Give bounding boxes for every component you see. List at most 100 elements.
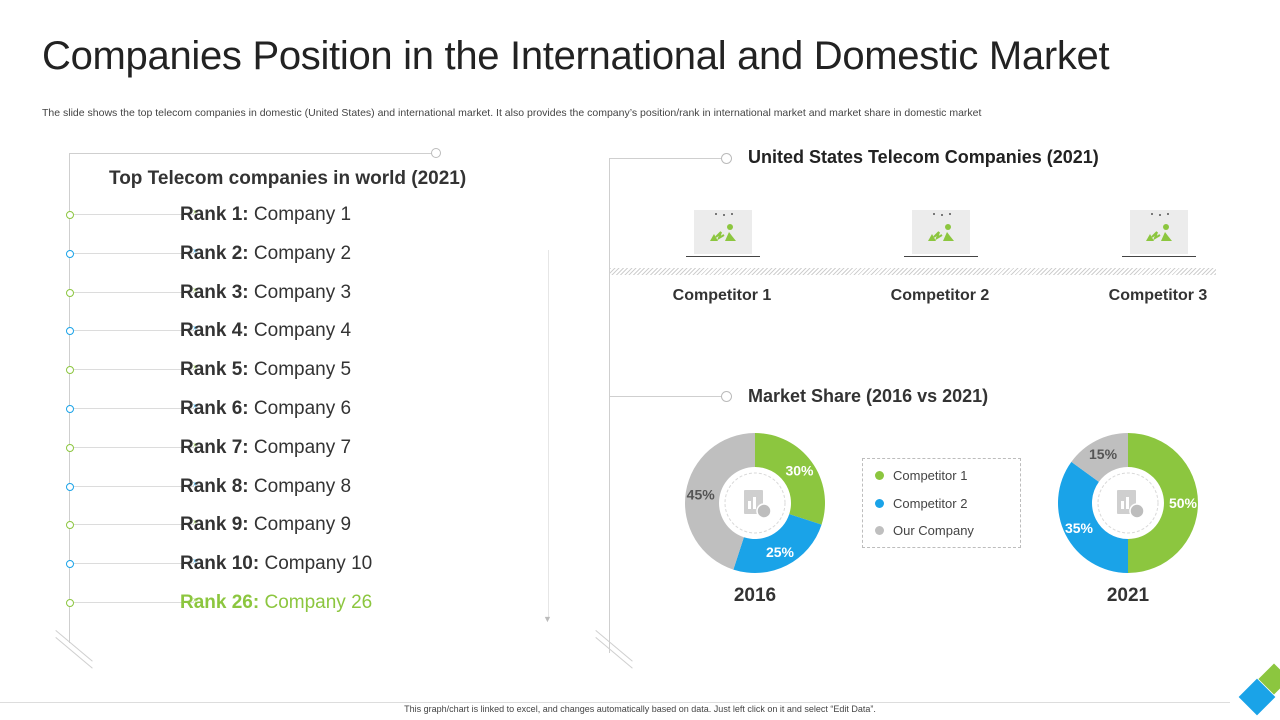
legend-label: Competitor 1 [893,468,968,483]
logo-placeholder-icon [710,213,736,241]
bullet-dot-icon [66,405,74,413]
chevron-right-icon: » [193,595,198,604]
rank-text: Rank 3: Company 3 [180,282,351,304]
connector-line [74,446,194,448]
donut-data-label: 30% [785,463,814,479]
chevron-right-icon: » [193,207,198,216]
legend-item-competitor-1: Competitor 1 [875,468,967,483]
company-name: Company 5 [253,359,352,381]
left-panel-node-icon [431,148,441,158]
donut-chart-2016: 30% 25% 45% [684,433,825,573]
competitor-logo-placeholder [1130,210,1188,254]
left-panel-right-line [548,250,549,618]
us-section-node-icon [721,153,732,164]
donut-chart-2021: 50% 35% 15% [1058,433,1198,573]
rank-text: Rank 26: Company 26 [180,592,372,614]
donut-center-ring [1097,472,1159,534]
world-ranking-heading: Top Telecom companies in world (2021) [109,168,467,189]
rank-label: Rank 10: [180,553,260,575]
bullet-dot-icon [66,599,74,607]
legend-item-our-company: Our Company [875,523,974,538]
connector-line [74,524,194,526]
rank-text: Rank 2: Company 2 [180,243,351,265]
rank-label: Rank 5: [180,359,249,381]
market-share-line [609,396,722,397]
left-panel-vertical-line [69,153,70,643]
rank-row: » Rank 2: Company 2 [66,243,486,265]
company-name: Company 6 [253,398,352,419]
donut-slice [755,433,825,525]
legend-item-competitor-2: Competitor 2 [875,496,967,511]
bullet-dot-icon [66,211,74,219]
bullet-dot-icon [66,288,74,297]
legend-swatch [875,526,884,536]
donut-year-label: 2021 [1106,585,1150,606]
chevron-right-icon: » [193,362,198,372]
donut-center-ring [724,472,786,534]
rank-label: Rank 3: [180,281,249,303]
chevron-right-icon: » [193,245,198,255]
company-name: Company 10 [264,553,373,575]
legend-swatch [875,499,884,509]
bullet-dot-icon [66,366,74,375]
rank-label: Rank 6: [180,398,249,419]
logo-baseline [686,256,760,257]
connector-line [74,252,194,254]
donut-data-label: 15% [1089,446,1118,462]
corner-divider [595,637,633,669]
report-icon [744,490,772,519]
donut-slice [733,514,822,573]
bullet-dot-icon [66,482,74,491]
donut-data-label: 25% [766,544,795,560]
rank-row: » Rank 7: Company 7 [66,437,486,459]
rank-row: » Rank 6: Company 6 [66,398,486,420]
right-panel-vertical-line [609,158,610,653]
chart-legend: Competitor 1 Competitor 2 Our Company [862,458,1021,548]
rank-row: » Rank 1: Company 1 [66,204,486,226]
rank-row: » Rank 8: Company 8 [66,476,486,498]
connector-line [74,602,194,603]
donut-slice [1071,433,1128,482]
bullet-dot-icon [66,560,74,569]
hatched-divider [610,268,1216,275]
chevron-right-icon: » [193,556,198,566]
competitor-label: Competitor 3 [1108,287,1208,304]
donut-slice [1128,433,1198,573]
company-name: Company 26 [264,592,373,613]
rank-text: Rank 4: Company 4 [180,320,351,342]
chevron-right-icon: » [193,284,198,294]
rank-label: Rank 4: [180,320,249,342]
competitor-label: Competitor 1 [672,287,772,304]
company-name: Company 2 [253,242,352,264]
legend-label: Our Company [893,523,974,538]
bullet-dot-icon [66,327,74,336]
donut-data-label: 45% [687,486,716,502]
left-panel-top-line [69,153,434,154]
chevron-right-icon: » [193,401,198,410]
bullet-dot-icon [66,443,74,452]
rank-label: Rank 1: [180,204,249,225]
connector-line [74,291,194,293]
market-share-heading: Market Share (2016 vs 2021) [748,386,989,406]
logo-baseline [904,256,978,257]
company-name: Company 4 [253,320,352,342]
company-name: Company 1 [253,204,352,225]
connector-line [74,369,194,371]
competitor-label: Competitor 2 [890,287,990,304]
us-section-line [609,158,722,159]
rank-row: » Rank 10: Company 10 [66,553,486,575]
logo-baseline [1122,256,1196,257]
rank-text: Rank 10: Company 10 [180,553,372,575]
rank-row: » Rank 3: Company 3 [66,282,486,304]
corner-divider [55,637,93,669]
donut-slice [684,433,755,570]
connector-line [74,485,194,487]
rank-text: Rank 1: Company 1 [180,204,351,226]
company-name: Company 7 [253,436,352,458]
donut-data-label: 50% [1169,495,1198,511]
rank-text: Rank 7: Company 7 [180,437,351,459]
rank-row: » Rank 9: Company 9 [66,514,486,536]
rank-text: Rank 5: Company 5 [180,359,351,381]
competitor-logo-placeholder [912,210,970,254]
rank-text: Rank 8: Company 8 [180,476,351,498]
